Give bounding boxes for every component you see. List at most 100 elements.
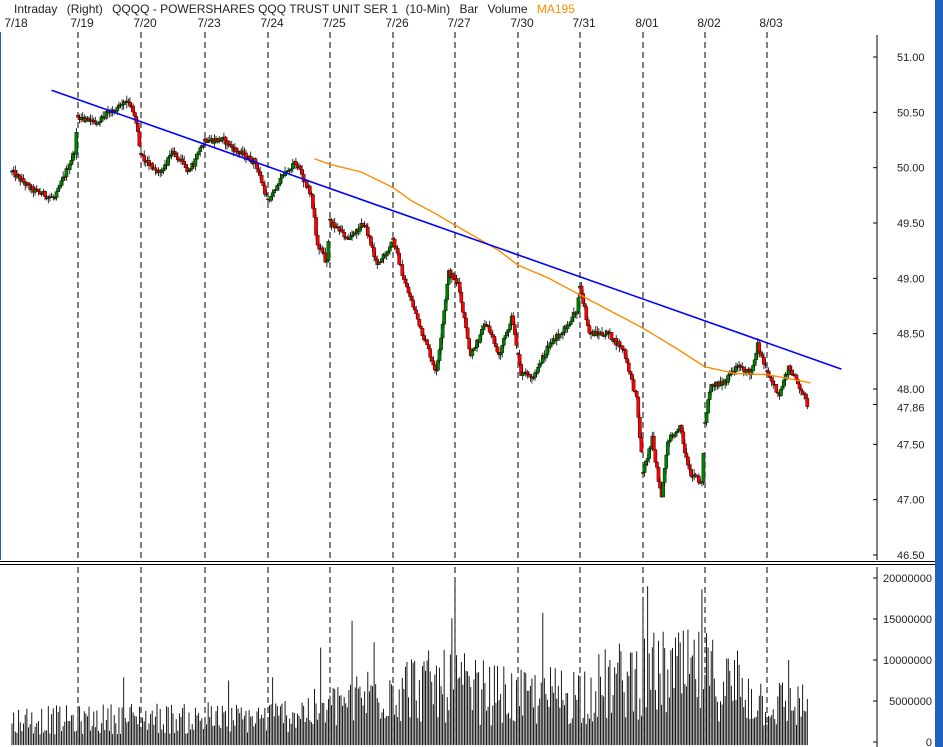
x-label-7-25: 7/25	[322, 16, 346, 30]
candle-down	[799, 388, 803, 392]
price-tick-label: 48.00	[897, 384, 925, 396]
candle-up	[445, 284, 450, 300]
candle-down	[457, 282, 462, 293]
candle-up	[389, 241, 394, 247]
candle-down	[759, 351, 763, 356]
candle-up	[701, 452, 706, 482]
candle-down	[364, 225, 369, 228]
candle-down	[528, 373, 533, 377]
candle-up	[167, 155, 172, 158]
candle-down	[638, 417, 642, 438]
candle-down	[180, 158, 185, 162]
volume-bars	[11, 581, 808, 745]
candle-down	[600, 332, 604, 336]
trendline[interactable]	[51, 89, 842, 370]
window-scrollbar[interactable]	[935, 0, 943, 747]
header-symbol: QQQQ - POWERSHARES QQQ TRUST UNIT SER 1	[112, 2, 398, 16]
candle-down	[492, 336, 497, 344]
candle-up	[561, 331, 565, 335]
candle-down	[803, 393, 808, 399]
candle-down	[684, 452, 689, 458]
volume-tick-label: 15000000	[883, 614, 932, 626]
candle-down	[467, 338, 471, 350]
candle-down	[320, 247, 325, 253]
candle-down	[687, 464, 692, 470]
candle-down	[258, 171, 262, 176]
candle-down	[172, 151, 177, 154]
candle-up	[570, 316, 575, 322]
candle-down	[769, 377, 774, 382]
candle-up	[187, 170, 191, 173]
volume-axis-ticks: 20000000 15000000 10000000 5000000 0	[873, 573, 932, 747]
candle-up	[751, 365, 755, 372]
candle-down	[464, 317, 468, 328]
candle-up	[481, 325, 486, 330]
candle-down	[229, 144, 234, 148]
candle-down	[311, 194, 315, 209]
x-label-7-19: 7/19	[70, 16, 94, 30]
candle-down	[234, 147, 239, 152]
candle-down	[689, 468, 693, 477]
price-tick-label: 49.50	[897, 218, 925, 230]
price-axis-ticks: 51.00 50.50 50.00 49.50 49.00 48.50 48.00 47.50…	[873, 52, 925, 562]
candle-down	[36, 189, 41, 192]
candle-down	[760, 354, 765, 358]
candle-down	[402, 275, 406, 280]
candle-down	[628, 371, 633, 375]
volume-tick-label: 10000000	[883, 655, 932, 667]
candle-down	[491, 334, 495, 337]
candle-down	[431, 360, 436, 366]
candle-up	[67, 164, 72, 170]
candle-down	[686, 456, 690, 466]
candle-up	[673, 432, 678, 437]
candle-down	[422, 335, 426, 340]
candle-down	[425, 339, 429, 345]
x-label-7-24: 7/24	[260, 16, 284, 30]
candle-down	[300, 169, 304, 175]
candle-up	[505, 331, 509, 336]
candle-up	[58, 185, 62, 189]
candle-down	[315, 235, 320, 246]
candle-up	[752, 359, 757, 366]
candle-down	[342, 232, 346, 238]
candle-up	[648, 446, 653, 449]
price-tick-label: 47.50	[897, 439, 925, 451]
candle-down	[655, 461, 659, 468]
candle-up	[436, 360, 440, 371]
candle-down	[400, 264, 405, 276]
candle-down	[494, 343, 498, 348]
candle-up	[439, 337, 443, 351]
candle-down	[201, 145, 206, 147]
candle-down	[136, 123, 140, 132]
candle-down	[406, 286, 411, 294]
candle-up	[380, 258, 384, 263]
candle-down	[462, 311, 467, 319]
candle-down	[137, 131, 142, 147]
header-mode: Intraday	[14, 2, 57, 16]
candle-down	[175, 156, 180, 161]
candle-down	[639, 437, 644, 453]
candle-down	[584, 306, 589, 321]
candle-down	[762, 357, 766, 365]
candle-down	[656, 467, 661, 482]
candle-down	[586, 319, 590, 326]
candle-down	[174, 153, 179, 158]
candle-down	[91, 120, 96, 123]
candle-up	[754, 353, 758, 361]
candle-down	[489, 332, 494, 335]
candle-down	[314, 217, 318, 236]
volume-tick-label: 0	[926, 737, 932, 747]
price-tick-label: 48.50	[897, 329, 925, 341]
candle-down	[26, 182, 31, 185]
candle-up	[662, 468, 667, 483]
candle-up	[388, 246, 392, 252]
candle-up	[326, 241, 331, 261]
candle-down	[372, 247, 376, 257]
candle-down	[298, 165, 303, 170]
candle-up	[193, 158, 198, 167]
candle-down	[653, 449, 658, 463]
candle-up	[161, 168, 166, 172]
candle-up	[358, 227, 362, 232]
candle-up	[264, 193, 269, 196]
candle-down	[609, 332, 614, 340]
